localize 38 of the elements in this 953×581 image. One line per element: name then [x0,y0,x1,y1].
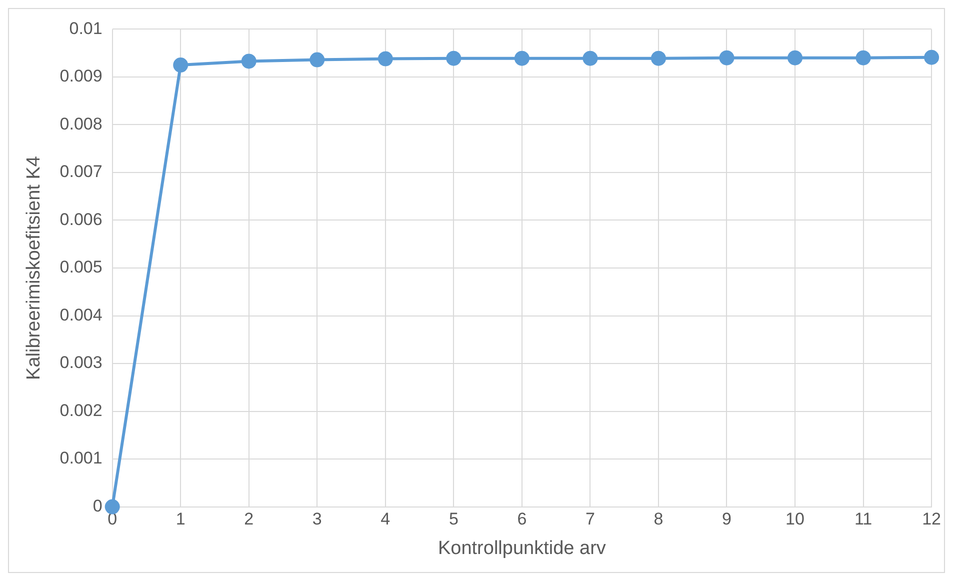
point [378,51,393,66]
point [924,50,940,65]
x-axis-title: Kontrollpunktide arv [438,538,606,559]
y-tick-label: 0.003 [60,353,102,372]
x-tick-label: 4 [380,510,390,529]
point [788,50,803,66]
y-tick-label: 0.001 [60,448,102,468]
y-tick-label: 0.002 [60,400,102,420]
x-tick-label: 9 [722,510,732,529]
y-tick-label: 0.01 [69,18,102,38]
y-tick-label: 0.007 [60,162,102,182]
y-tick-label: 0 [92,496,102,516]
y-tick-label: 0.008 [60,114,102,134]
x-tick-label: 8 [654,510,664,529]
point [241,54,256,69]
y-axis-title: Kalibreerimiskoefitsient K4 [24,156,45,380]
x-tick-label: 12 [922,510,942,529]
x-tick-label: 7 [585,510,595,529]
x-tick-label: 1 [176,510,186,529]
point [856,50,871,66]
point [446,50,462,66]
point [514,50,530,66]
y-tick-label: 0.005 [60,258,102,277]
x-tick-label: 5 [448,510,458,529]
point [310,52,325,68]
x-tick-label: 2 [244,510,254,529]
x-tick-label: 6 [517,510,527,529]
point [582,50,598,66]
x-tick-label: 10 [786,510,804,529]
point [719,50,734,66]
y-tick-label: 0.004 [60,305,102,324]
y-tick-label: 0.009 [60,66,102,86]
y-tick-label: 0.006 [60,210,102,229]
x-tick-label: 3 [312,510,322,529]
point [104,499,120,514]
x-tick-label: 11 [854,510,872,529]
point [650,50,666,66]
point [173,58,188,73]
